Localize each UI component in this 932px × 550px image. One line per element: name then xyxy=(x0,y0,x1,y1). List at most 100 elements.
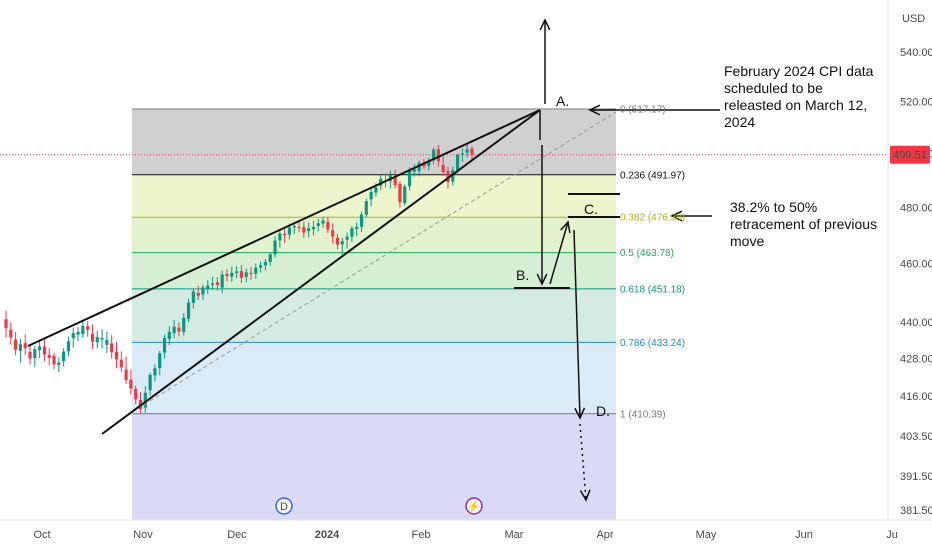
x-tick-label: Apr xyxy=(596,529,613,541)
candle-body xyxy=(369,191,373,200)
candle-body xyxy=(427,160,431,166)
wedge-lower-line xyxy=(101,109,541,435)
dividend-letter: D xyxy=(280,501,288,513)
y-axis: USD540.00520.00500.00480.00460.00440.004… xyxy=(887,0,932,520)
x-tick-label: Dec xyxy=(227,529,247,541)
y-tick-label: 460.00 xyxy=(900,258,932,270)
fib-label: 0.5 (463.78) xyxy=(620,248,674,259)
fib-zone xyxy=(132,217,616,253)
point-c-label: C. xyxy=(584,201,598,217)
candle-body xyxy=(335,237,340,245)
candle-body xyxy=(403,186,407,204)
arrow-cpi xyxy=(588,104,720,116)
candle-body xyxy=(268,254,272,262)
arrow-head xyxy=(670,210,683,222)
arrow-head xyxy=(579,489,591,502)
fib-zone xyxy=(132,288,616,343)
arrow-head xyxy=(588,104,601,116)
trend-drawings xyxy=(27,109,620,435)
fib-label: 0.618 (451.18) xyxy=(620,284,685,295)
candle-body xyxy=(331,230,335,237)
arrow-up xyxy=(539,18,551,104)
candle-body xyxy=(38,346,42,351)
candle-body xyxy=(244,272,248,277)
x-tick-label: Ju xyxy=(886,529,898,541)
candle-body xyxy=(374,187,378,193)
fib-zones xyxy=(132,108,616,520)
candle-body xyxy=(340,241,344,245)
fib-zone xyxy=(132,413,616,520)
candle-body xyxy=(220,274,224,288)
candle-body xyxy=(100,337,104,340)
candle-body xyxy=(114,351,119,360)
candle-body xyxy=(23,343,27,349)
arrow-head xyxy=(560,220,571,233)
arrow-a-to-b xyxy=(536,145,548,286)
y-tick-label: 381.50 xyxy=(900,505,932,517)
point-b-label: B. xyxy=(516,267,529,283)
fib-label: 0.786 (433.24) xyxy=(620,338,685,349)
arrow-head xyxy=(574,407,586,420)
retrace-note: 38.2% to 50% retracement of previous move xyxy=(730,199,877,249)
candle-body xyxy=(81,325,85,334)
candle-body xyxy=(273,240,277,255)
candle-body xyxy=(210,283,215,286)
point-a-label: A. xyxy=(556,93,569,109)
candle-body xyxy=(119,359,123,368)
candle-body xyxy=(9,329,13,338)
candle-body xyxy=(287,227,292,235)
candle-body xyxy=(162,337,167,353)
candle-body xyxy=(249,272,253,274)
dividend-circle xyxy=(275,497,293,515)
candle-body xyxy=(283,233,287,236)
y-tick-label: 428.00 xyxy=(900,353,932,365)
y-tick-label: 440.00 xyxy=(900,317,932,329)
y-tick-label: 480.00 xyxy=(900,202,932,214)
point-d-label: D. xyxy=(596,403,610,419)
candle-body xyxy=(326,221,330,230)
candle-body xyxy=(33,349,37,359)
candle-body xyxy=(307,228,311,232)
candle-body xyxy=(470,148,474,155)
cpi-note: February 2024 CPI data scheduled to be rel… xyxy=(724,63,874,130)
candle-body xyxy=(28,351,32,359)
arrow-shaft xyxy=(573,229,581,419)
candle-body xyxy=(153,368,157,376)
candle-body xyxy=(148,374,152,391)
candle-body xyxy=(230,272,234,277)
y-tick-label: 520.00 xyxy=(900,97,932,109)
fib-zone xyxy=(132,342,616,414)
y-tick-label: 540.00 xyxy=(900,47,932,59)
candle-body xyxy=(446,170,450,182)
candle-body xyxy=(90,333,95,342)
fib-label: 0 (517.17) xyxy=(620,104,666,115)
current-price-text: 499.51 xyxy=(893,150,927,162)
x-tick-label: Feb xyxy=(412,529,431,541)
candle-body xyxy=(259,265,263,268)
candle-body xyxy=(57,362,61,365)
candle-body xyxy=(95,337,99,343)
candle-body xyxy=(47,354,51,358)
candle-body xyxy=(196,292,200,296)
candle-body xyxy=(311,226,316,230)
candle-body xyxy=(359,214,364,227)
candle-body xyxy=(206,285,210,289)
candle-body xyxy=(4,319,8,329)
candle-body xyxy=(398,183,402,203)
candle-body xyxy=(302,227,306,233)
fib-trend-line xyxy=(131,111,617,413)
candle-body xyxy=(182,317,186,333)
candle-body xyxy=(86,326,90,330)
arrow-projection xyxy=(579,423,591,502)
candle-body xyxy=(110,343,114,353)
dividend-marker: D xyxy=(275,497,293,515)
candle-body xyxy=(186,302,191,319)
candle-body xyxy=(201,287,205,295)
current-price-bg xyxy=(890,145,930,164)
candle-body xyxy=(134,388,138,400)
candle-body xyxy=(460,153,464,155)
candle-body xyxy=(364,201,368,215)
earnings-circle xyxy=(465,497,483,515)
arrow-shaft xyxy=(549,221,569,285)
